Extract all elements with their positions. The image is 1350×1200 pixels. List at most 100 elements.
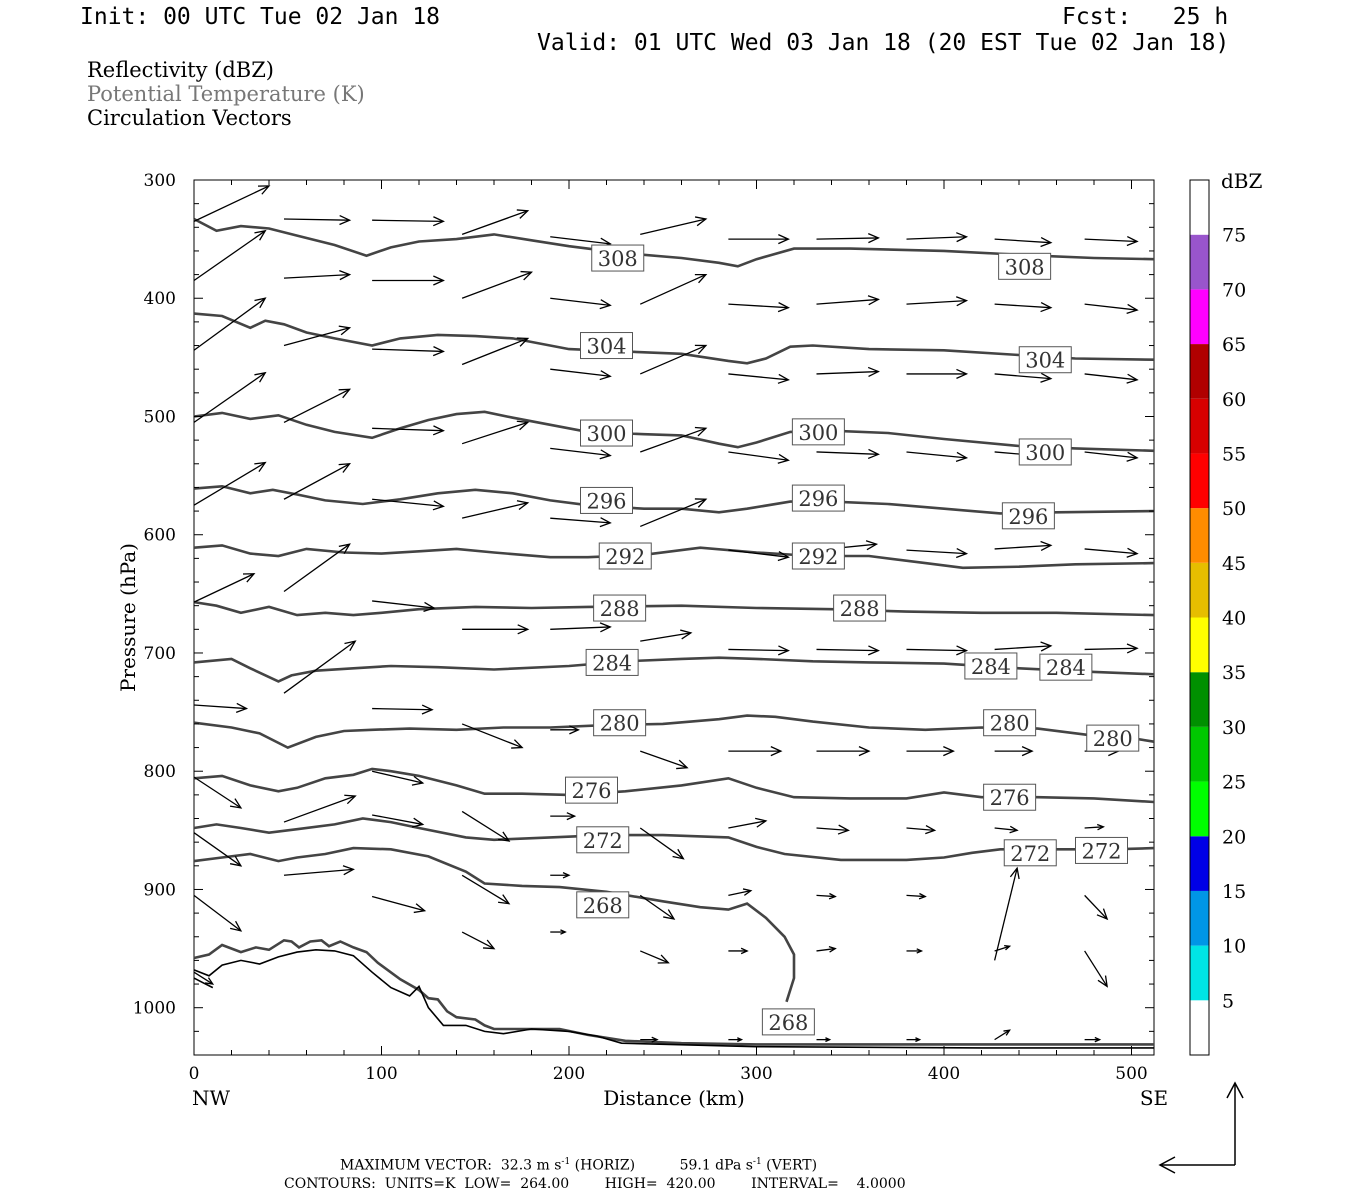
colorbar-segment	[1190, 890, 1209, 946]
y-tick-label: 600	[144, 526, 176, 546]
contour-label: 308	[998, 252, 1052, 280]
circulation-vector	[994, 236, 1053, 248]
contour-label-text: 304	[586, 335, 626, 359]
contour-label-text: 296	[1008, 505, 1048, 529]
init-time: Init: 00 UTC Tue 02 Jan 18	[80, 4, 441, 30]
circulation-vector	[550, 622, 612, 633]
circulation-vector	[462, 624, 530, 635]
colorbar-label: 75	[1222, 225, 1246, 247]
contour-label: 296	[791, 484, 845, 512]
colorbar-label: 10	[1222, 936, 1246, 958]
theta-contour	[193, 600, 1155, 617]
colorbar-segment	[1190, 234, 1209, 290]
contour-label: 280	[593, 709, 647, 737]
y-tick-label: 800	[144, 762, 176, 782]
circulation-vector	[994, 1029, 1011, 1041]
circulation-vector	[193, 371, 267, 423]
contour-label: 268	[576, 891, 630, 919]
circulation-vector	[1084, 950, 1108, 988]
theta-contour	[193, 312, 1155, 365]
circulation-vector	[283, 325, 352, 347]
colorbar-label: 25	[1222, 772, 1246, 794]
circulation-vector	[461, 500, 530, 519]
circulation-vector	[283, 463, 352, 500]
reference-horizontal-arrowhead	[1158, 1156, 1176, 1174]
circulation-vector	[816, 448, 880, 460]
circulation-vector	[728, 302, 790, 313]
contour-label-text: 280	[1093, 727, 1133, 751]
theta-contour	[193, 544, 1155, 570]
circulation-vector	[994, 944, 1012, 952]
contour-label: 284	[1039, 653, 1093, 681]
circulation-vector	[728, 451, 790, 464]
circulation-vector	[372, 814, 425, 828]
circulation-vector	[193, 776, 243, 809]
contour-label: 292	[791, 542, 845, 570]
contour-label-text: 272	[583, 829, 623, 853]
circulation-vector	[1084, 547, 1139, 558]
theta-contour	[193, 217, 1155, 268]
circulation-vector	[816, 645, 880, 656]
colorbar-label: 35	[1222, 662, 1246, 684]
circulation-vector	[639, 950, 670, 964]
x-tick-label: 300	[740, 1064, 772, 1084]
circulation-vector	[1084, 303, 1139, 315]
circulation-vector	[639, 894, 676, 920]
x-tick-label: 0	[189, 1064, 200, 1084]
circulation-vector	[283, 794, 357, 823]
colorbar-label: 30	[1222, 717, 1246, 739]
contour-label: 272	[1075, 836, 1128, 864]
colorbar-label: 70	[1222, 279, 1246, 301]
theta-contour	[193, 846, 796, 1003]
circulation-vector	[728, 549, 790, 562]
circulation-vector	[640, 750, 689, 770]
contour-label-text: 300	[798, 421, 838, 445]
circulation-vector	[1084, 235, 1139, 247]
contour-label-text: 272	[1081, 839, 1121, 863]
contour-label: 280	[1086, 724, 1140, 752]
circulation-vector	[461, 874, 511, 905]
colorbar-frame	[1189, 179, 1210, 1056]
colorbar-unit: dBZ	[1221, 169, 1263, 193]
y-tick-label: 900	[144, 880, 176, 900]
circulation-vector	[994, 641, 1053, 652]
circulation-vector	[461, 420, 530, 445]
x-end-label-right: SE	[1140, 1086, 1168, 1110]
circulation-vector	[193, 971, 215, 985]
colorbar-segment	[1190, 945, 1209, 1001]
circulation-vector	[640, 498, 708, 528]
y-tick-label: 700	[144, 644, 176, 664]
colorbar-segment	[1190, 508, 1209, 563]
circulation-vector	[728, 373, 790, 384]
circulation-vector	[372, 600, 436, 612]
circulation-vector	[906, 824, 937, 835]
circulation-vector	[1084, 643, 1139, 654]
circulation-vector	[906, 892, 927, 900]
colorbar-segment	[1190, 617, 1209, 673]
plot-frame	[193, 179, 1155, 1056]
circulation-vector	[1084, 894, 1109, 921]
contour-label: 300	[580, 419, 633, 447]
colorbar-label: 15	[1222, 881, 1246, 903]
circulation-vector	[372, 425, 445, 436]
circulation-vector	[906, 232, 969, 243]
circulation-vector	[372, 275, 445, 286]
circulation-vector	[728, 234, 790, 245]
contour-label: 292	[598, 542, 652, 570]
circulation-vector	[193, 461, 267, 506]
colorbar-label: 20	[1222, 826, 1246, 848]
contour-label-text: 284	[971, 655, 1011, 679]
circulation-vector	[461, 810, 511, 842]
contour-label-text: 308	[598, 247, 638, 271]
circulation-vector	[639, 827, 685, 860]
colorbar-segment	[1190, 453, 1209, 509]
contour-label: 272	[576, 826, 630, 854]
x-tick-label: 100	[365, 1064, 397, 1084]
circulation-vector	[550, 297, 612, 310]
circulation-vector	[193, 702, 249, 713]
circulation-vector	[283, 865, 355, 876]
y-tick-label: 300	[144, 171, 176, 191]
circulation-vector	[993, 866, 1020, 961]
colorbar-segment	[1190, 289, 1209, 345]
